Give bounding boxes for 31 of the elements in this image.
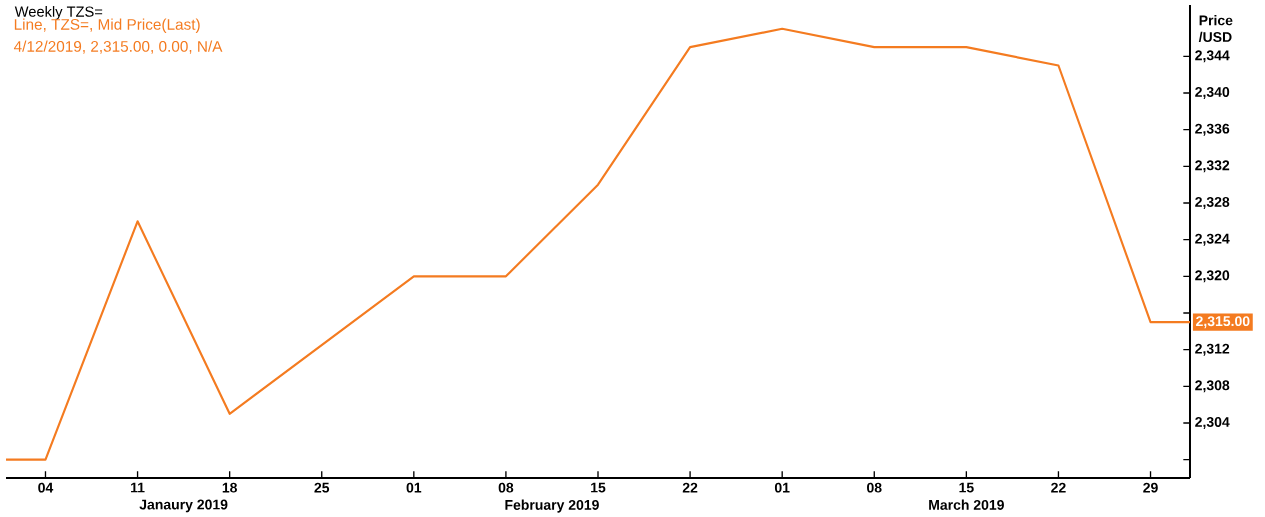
text: 2,315.00 [1196, 316, 1250, 329]
y-tick-label: 2,340 [1195, 87, 1230, 99]
x-tick-label: 18 [222, 482, 237, 493]
y-tick-label: 2,324 [1195, 233, 1230, 246]
text: Janaury 2019 [139, 499, 228, 513]
y-tick-label: 2,344 [1195, 50, 1230, 63]
y-tick-label: 2,312 [1195, 343, 1230, 356]
y-tick-label: 2,308 [1195, 380, 1230, 393]
text: 4/12/2019, 2,315.00, 0.00, N/A [13, 40, 223, 54]
x-tick-label: 04 [38, 482, 54, 493]
x-tick-label: 11 [131, 482, 145, 493]
x-tick-label: 29 [1143, 482, 1158, 493]
x-tick-label: 08 [867, 482, 882, 493]
x-tick-label: 08 [498, 482, 514, 493]
y-tick-label: 2,320 [1195, 270, 1230, 283]
x-tick-label: 22 [1051, 482, 1066, 493]
y-tick-label: 2,332 [1195, 160, 1230, 173]
x-tick-label: 15 [959, 482, 974, 493]
text: Line, TZS=, Mid Price(Last) [14, 18, 200, 33]
x-tick-label: 22 [682, 482, 698, 493]
y-axis-title: Price /USD [1198, 15, 1233, 43]
y-tick-label: 2,304 [1195, 417, 1230, 429]
x-tick-label: 01 [406, 482, 422, 493]
chart-title: Weekly TZS= [14, 6, 103, 20]
text: March 2019 [929, 499, 1004, 510]
y-tick-label: 2,328 [1195, 197, 1230, 209]
x-tick-label: 25 [314, 482, 330, 493]
y-tick-label: 2,336 [1195, 123, 1230, 136]
x-tick-label: 15 [591, 482, 606, 493]
x-tick-label: 01 [774, 482, 790, 493]
text: February 2019 [505, 499, 599, 513]
